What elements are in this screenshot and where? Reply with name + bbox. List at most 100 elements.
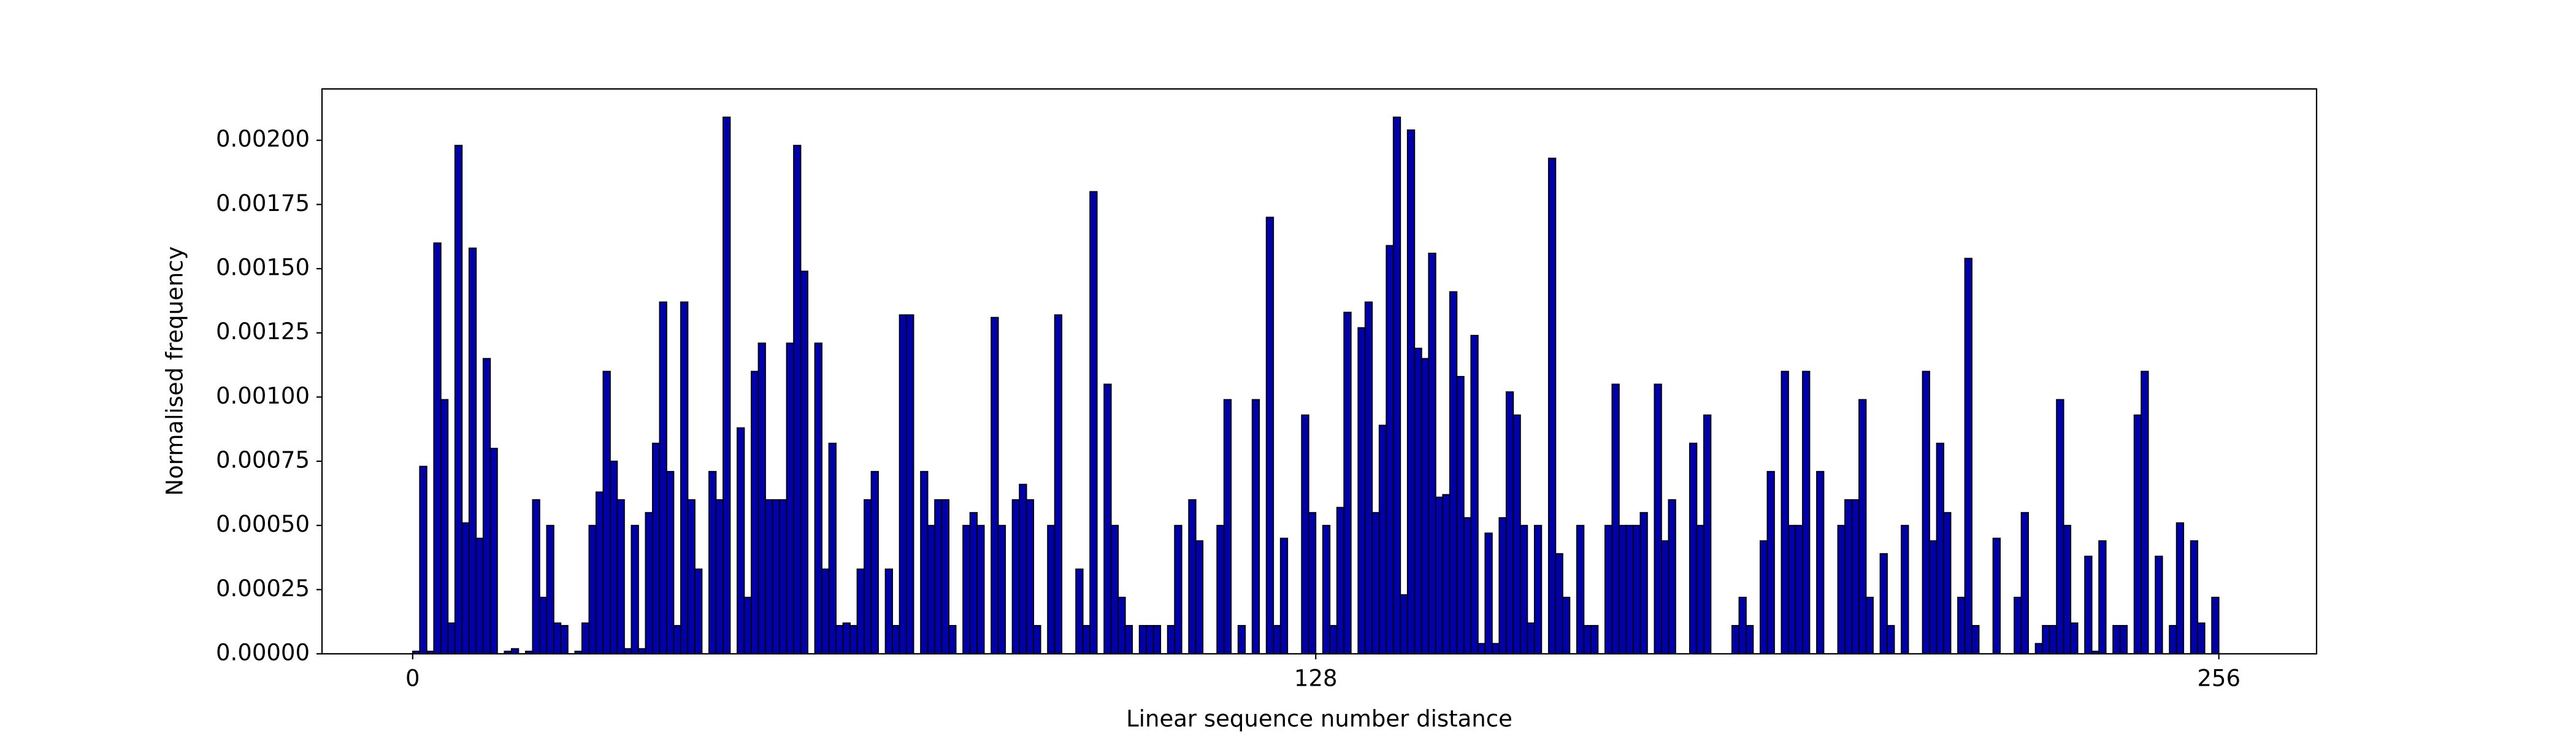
- bar: [1364, 301, 1373, 654]
- bar: [1618, 524, 1627, 654]
- bar: [2169, 625, 2177, 654]
- bar: [1336, 507, 1345, 654]
- bar: [2049, 625, 2058, 654]
- bar: [433, 242, 442, 654]
- x-tick-label: 0: [405, 665, 420, 692]
- bar: [962, 524, 971, 654]
- bar: [1138, 625, 1148, 654]
- bar: [884, 568, 893, 654]
- bar: [1082, 625, 1091, 654]
- bar: [461, 522, 470, 654]
- bar: [708, 470, 717, 654]
- bar: [1738, 597, 1747, 654]
- bar: [489, 448, 498, 654]
- bar: [1386, 245, 1394, 654]
- bar: [941, 499, 949, 654]
- bar: [602, 370, 611, 654]
- bar: [976, 524, 985, 654]
- bar: [1760, 540, 1768, 654]
- bar: [2034, 643, 2043, 654]
- bar: [765, 499, 773, 654]
- bar: [1273, 625, 1281, 654]
- bar: [2112, 625, 2121, 654]
- bar: [1802, 370, 1811, 654]
- bar: [828, 442, 837, 654]
- bar: [588, 524, 597, 654]
- bar: [440, 399, 449, 654]
- y-tick-label: 0.00125: [216, 318, 310, 345]
- y-tick-label: 0.00150: [216, 255, 310, 281]
- bar: [1019, 483, 1027, 654]
- bar: [743, 597, 752, 654]
- bar: [723, 117, 731, 654]
- bar: [694, 568, 703, 654]
- bar: [616, 499, 625, 654]
- bar: [687, 499, 696, 654]
- bar: [1223, 399, 1232, 654]
- bar: [2190, 540, 2199, 654]
- bar: [1533, 524, 1543, 654]
- bar: [2155, 556, 2163, 654]
- bar: [772, 499, 780, 654]
- bar: [864, 499, 872, 654]
- bar: [1477, 643, 1486, 654]
- bar: [553, 622, 562, 654]
- bar: [1491, 643, 1500, 654]
- bar: [596, 491, 604, 654]
- y-tick-label: 0.00050: [216, 511, 310, 537]
- bar: [539, 597, 548, 654]
- bar: [1654, 383, 1662, 654]
- bar: [1470, 334, 1479, 654]
- y-axis-label: Normalised frequency: [162, 246, 188, 496]
- bar: [1992, 537, 2001, 654]
- bar: [2141, 370, 2149, 654]
- bar: [737, 427, 745, 654]
- y-tick-label: 0.00025: [216, 575, 310, 602]
- bar: [1033, 625, 1041, 654]
- bar: [560, 625, 569, 654]
- bar: [849, 625, 858, 654]
- bar: [1442, 494, 1451, 654]
- bar: [581, 622, 590, 654]
- bar: [1047, 524, 1056, 654]
- bar: [1075, 568, 1084, 654]
- bar: [1957, 597, 1966, 654]
- bar: [892, 625, 900, 654]
- bar: [1301, 414, 1309, 654]
- bar: [870, 470, 879, 654]
- bar: [899, 314, 907, 654]
- bar: [468, 247, 477, 654]
- bar: [1901, 524, 1909, 654]
- axes-frame: [321, 88, 2318, 655]
- bar: [1406, 129, 1416, 654]
- bar: [856, 568, 865, 654]
- bar: [1943, 512, 1952, 654]
- bar: [659, 301, 667, 654]
- bar: [1661, 540, 1669, 654]
- bar: [1167, 625, 1176, 654]
- bar: [645, 512, 653, 654]
- bar: [1025, 499, 1035, 654]
- bar: [2197, 622, 2206, 654]
- bar: [1519, 524, 1528, 654]
- bar: [948, 625, 957, 654]
- bar: [1879, 553, 1888, 654]
- x-axis-label: Linear sequence number distance: [1126, 706, 1512, 732]
- bar: [1788, 524, 1796, 654]
- bar: [1449, 291, 1458, 654]
- bar: [1371, 512, 1380, 654]
- bar: [1089, 191, 1098, 654]
- bar: [666, 470, 675, 654]
- bar: [447, 622, 456, 654]
- bar: [1696, 524, 1704, 654]
- bar: [1103, 383, 1112, 654]
- bar: [1562, 597, 1571, 654]
- bar: [1174, 524, 1183, 654]
- bar: [1964, 258, 1972, 654]
- bar: [1484, 532, 1493, 654]
- bar: [1851, 499, 1860, 654]
- bar: [757, 342, 766, 654]
- bar: [2098, 540, 2107, 654]
- bar: [1308, 512, 1317, 654]
